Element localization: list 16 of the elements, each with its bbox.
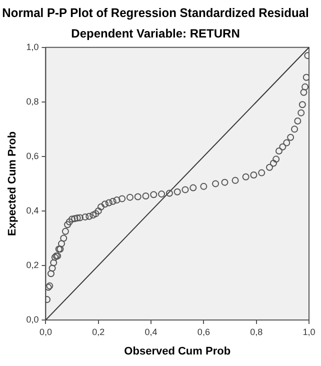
x-tick-label: 0,8 bbox=[250, 326, 263, 337]
y-tick-label: 0,4 bbox=[26, 205, 39, 216]
chart-title: Normal P-P Plot of Regression Standardized Residual bbox=[2, 6, 309, 20]
y-tick-label: 0,2 bbox=[26, 260, 39, 270]
x-tick-label: 0,6 bbox=[197, 326, 210, 337]
x-tick-label: 0,2 bbox=[92, 326, 105, 337]
y-tick-label: 0,0 bbox=[26, 314, 39, 324]
y-axis-title: Expected Cum Prob bbox=[6, 131, 19, 236]
chart-subtitle: Dependent Variable: RETURN bbox=[71, 26, 240, 41]
y-tick-label: 0,8 bbox=[26, 96, 39, 106]
y-tick-label: 1,0 bbox=[26, 42, 39, 52]
x-axis-title: Observed Cum Prob bbox=[124, 345, 231, 358]
x-tick-label: 0,4 bbox=[144, 326, 158, 337]
x-tick-label: 1,0 bbox=[302, 326, 316, 337]
y-tick-label: 0,6 bbox=[26, 150, 39, 161]
x-tick-label: 0,0 bbox=[39, 326, 52, 337]
